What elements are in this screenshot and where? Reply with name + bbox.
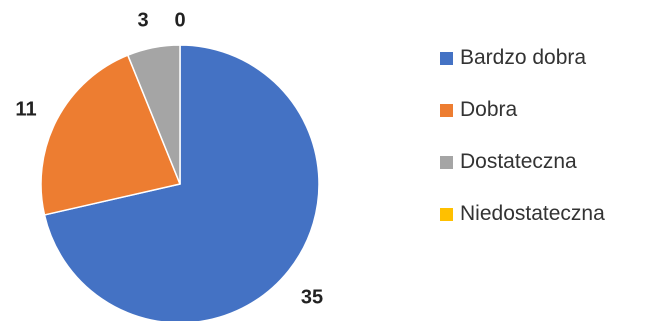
legend-item-niedostateczna: Niedostateczna: [440, 202, 605, 226]
pie-slices: [40, 44, 320, 321]
pie-slice-bardzo-dobra: [43, 44, 320, 321]
legend-label-dostateczna: Dostateczna: [460, 150, 577, 173]
legend-item-bardzo-dobra: Bardzo dobra: [440, 46, 605, 70]
data-label-dobra: 11: [15, 98, 36, 120]
pie-slice-dobra: [40, 54, 181, 216]
legend-swatch-niedostateczna: [440, 207, 453, 221]
pie-slice-dostateczna: [127, 44, 181, 185]
data-labels: 35 11 3 0: [15, 9, 323, 308]
data-label-dostateczna: 3: [137, 9, 148, 31]
legend-label-niedostateczna: Niedostateczna: [460, 202, 605, 225]
legend-swatch-dostateczna: [440, 155, 453, 169]
legend-swatch-dobra: [440, 103, 453, 117]
legend-label-dobra: Dobra: [460, 98, 518, 121]
legend-item-dostateczna: Dostateczna: [440, 150, 605, 174]
data-label-niedostateczna: 0: [174, 9, 185, 31]
legend-swatch-bardzo-dobra: [440, 51, 453, 65]
legend-item-dobra: Dobra: [440, 98, 605, 122]
data-label-bardzo-dobra: 35: [301, 286, 323, 308]
legend-label-bardzo-dobra: Bardzo dobra: [460, 46, 587, 69]
chart-legend: Bardzo dobra Dobra Dostateczna Niedostatecz…: [440, 46, 605, 254]
